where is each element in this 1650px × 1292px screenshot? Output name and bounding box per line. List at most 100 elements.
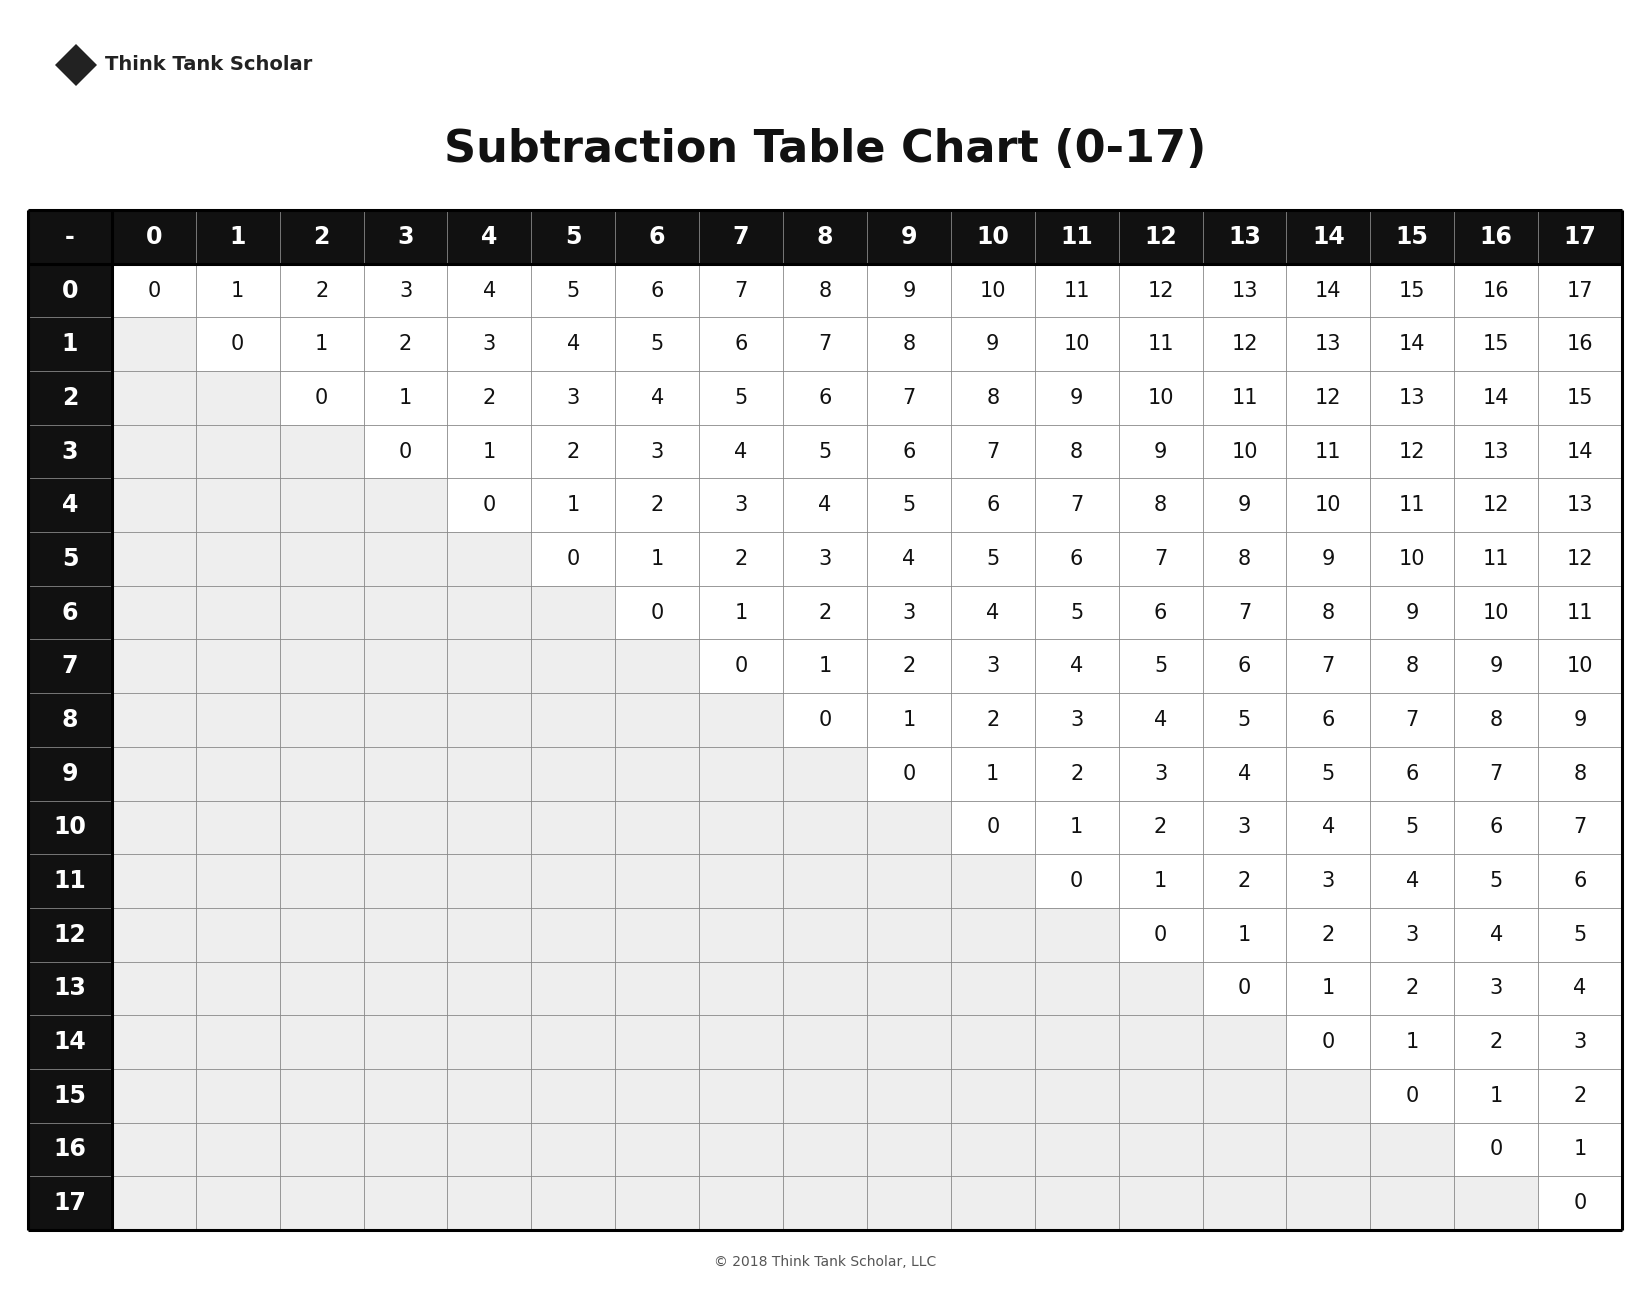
Bar (363, 640, 447, 693)
Text: 2: 2 (903, 656, 916, 676)
Bar (196, 1016, 280, 1068)
Text: 2: 2 (314, 225, 330, 249)
Text: 3: 3 (483, 335, 497, 354)
Bar (950, 961, 1035, 1016)
Bar (866, 961, 950, 1016)
Bar (447, 318, 531, 371)
Bar (866, 318, 950, 371)
Text: 1: 1 (818, 656, 832, 676)
Bar (1035, 640, 1119, 693)
Bar (447, 1123, 531, 1176)
Bar (1119, 961, 1203, 1016)
Bar (112, 693, 196, 747)
Bar (1203, 532, 1287, 585)
Text: 7: 7 (733, 225, 749, 249)
Bar (28, 1123, 112, 1176)
Text: 4: 4 (1406, 871, 1419, 891)
Bar (1119, 908, 1203, 961)
Bar (363, 425, 447, 478)
Bar (1203, 854, 1287, 908)
Text: 1: 1 (483, 442, 497, 461)
Text: 4: 4 (987, 602, 1000, 623)
Text: 11: 11 (1231, 388, 1257, 408)
Text: 5: 5 (987, 549, 1000, 568)
Bar (280, 1123, 363, 1176)
Bar (950, 640, 1035, 693)
Bar (615, 961, 700, 1016)
Bar (1454, 747, 1538, 801)
Text: Think Tank Scholar: Think Tank Scholar (106, 56, 312, 75)
Bar (196, 801, 280, 854)
Text: 0: 0 (818, 711, 832, 730)
Bar (363, 693, 447, 747)
Bar (866, 1123, 950, 1176)
Bar (447, 371, 531, 425)
Bar (280, 478, 363, 532)
Bar (1370, 961, 1454, 1016)
Text: 3: 3 (61, 439, 78, 464)
Bar (615, 1016, 700, 1068)
Bar (1287, 961, 1370, 1016)
Text: 7: 7 (818, 335, 832, 354)
Text: 3: 3 (1238, 818, 1251, 837)
Text: 11: 11 (1568, 602, 1594, 623)
Bar (950, 585, 1035, 640)
Bar (112, 585, 196, 640)
Bar (866, 532, 950, 585)
Text: 6: 6 (1406, 764, 1419, 784)
Polygon shape (54, 44, 97, 87)
Bar (1119, 478, 1203, 532)
Bar (1370, 318, 1454, 371)
Text: 4: 4 (1574, 978, 1587, 999)
Text: 3: 3 (1322, 871, 1335, 891)
Text: 11: 11 (1483, 549, 1510, 568)
Bar (1035, 264, 1119, 318)
Bar (112, 747, 196, 801)
Bar (196, 1068, 280, 1123)
Bar (28, 425, 112, 478)
Text: 6: 6 (1322, 711, 1335, 730)
Bar (531, 371, 615, 425)
Bar (112, 478, 196, 532)
Bar (280, 264, 363, 318)
Bar (1119, 693, 1203, 747)
Bar (1203, 211, 1287, 264)
Text: 2: 2 (987, 711, 1000, 730)
Text: 9: 9 (1490, 656, 1503, 676)
Text: 15: 15 (53, 1084, 86, 1107)
Bar (1538, 211, 1622, 264)
Bar (112, 425, 196, 478)
Bar (1287, 854, 1370, 908)
Bar (1119, 1016, 1203, 1068)
Text: 3: 3 (398, 225, 414, 249)
Bar (196, 1176, 280, 1230)
Bar (1454, 478, 1538, 532)
Bar (1203, 961, 1287, 1016)
Bar (112, 1176, 196, 1230)
Bar (784, 1016, 866, 1068)
Text: 14: 14 (1315, 280, 1341, 301)
Bar (196, 747, 280, 801)
Bar (784, 585, 866, 640)
Bar (700, 801, 784, 854)
Bar (700, 585, 784, 640)
Bar (950, 908, 1035, 961)
Text: 2: 2 (1071, 764, 1084, 784)
Bar (784, 854, 866, 908)
Bar (112, 908, 196, 961)
Text: 1: 1 (650, 549, 663, 568)
Bar (784, 532, 866, 585)
Bar (1035, 532, 1119, 585)
Text: 6: 6 (734, 335, 747, 354)
Bar (1203, 747, 1287, 801)
Bar (363, 211, 447, 264)
Bar (531, 318, 615, 371)
Bar (1454, 211, 1538, 264)
Bar (363, 1016, 447, 1068)
Text: 2: 2 (483, 388, 497, 408)
Text: 7: 7 (1071, 495, 1084, 516)
Bar (196, 264, 280, 318)
Text: 10: 10 (1568, 656, 1594, 676)
Text: 11: 11 (1147, 335, 1173, 354)
Bar (531, 532, 615, 585)
